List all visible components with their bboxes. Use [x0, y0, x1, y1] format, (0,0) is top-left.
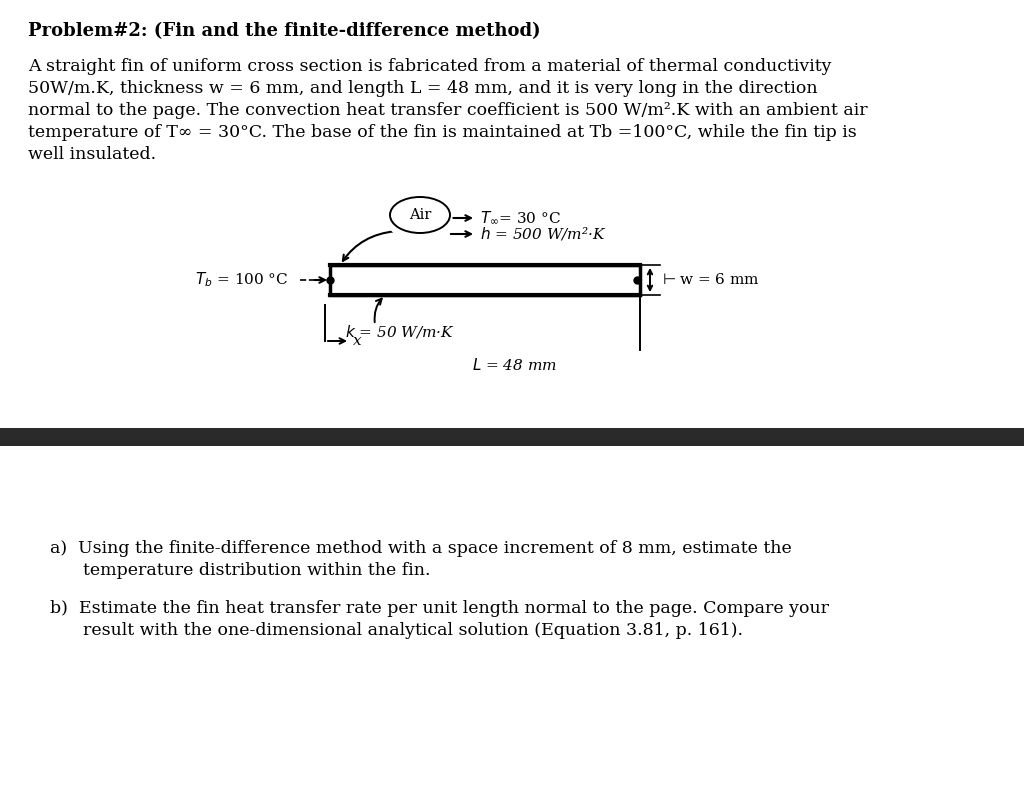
Text: x: x	[353, 334, 361, 348]
Text: $\vdash$w = 6 mm: $\vdash$w = 6 mm	[660, 272, 760, 287]
Text: $T_\infty$= 30 °C: $T_\infty$= 30 °C	[480, 210, 561, 226]
Circle shape	[398, 193, 442, 237]
Text: b)  Estimate the fin heat transfer rate per unit length normal to the page. Comp: b) Estimate the fin heat transfer rate p…	[50, 600, 829, 617]
Circle shape	[413, 192, 443, 222]
Text: 50W/m.K, thickness w = 6 mm, and length L = 48 mm, and it is very long in the di: 50W/m.K, thickness w = 6 mm, and length …	[28, 80, 817, 97]
Circle shape	[420, 204, 452, 236]
Circle shape	[388, 204, 420, 236]
Text: a)  Using the finite-difference method with a space increment of 8 mm, estimate : a) Using the finite-difference method wi…	[50, 540, 792, 557]
Text: Problem#2: (Fin and the finite-difference method): Problem#2: (Fin and the finite-differenc…	[28, 22, 541, 40]
Ellipse shape	[390, 197, 450, 233]
Text: well insulated.: well insulated.	[28, 146, 156, 163]
Bar	[330, 265, 640, 295]
Text: A straight fin of uniform cross section is fabricated from a material of thermal: A straight fin of uniform cross section …	[28, 58, 831, 75]
Circle shape	[397, 192, 427, 222]
Text: $T_b$ = 100 °C: $T_b$ = 100 °C	[195, 271, 289, 290]
Text: $h$ = 500 W/m²·K: $h$ = 500 W/m²·K	[480, 226, 606, 242]
Text: $L$ = 48 mm: $L$ = 48 mm	[472, 357, 557, 373]
Text: $k$ = 50 W/m·K: $k$ = 50 W/m·K	[345, 323, 455, 340]
Text: temperature of T∞ = 30°C. The base of the fin is maintained at Tb =100°C, while : temperature of T∞ = 30°C. The base of th…	[28, 124, 857, 141]
Text: temperature distribution within the fin.: temperature distribution within the fin.	[50, 562, 430, 579]
Text: normal to the page. The convection heat transfer coefficient is 500 W/m².K with : normal to the page. The convection heat …	[28, 102, 867, 119]
Text: result with the one-dimensional analytical solution (Equation 3.81, p. 161).: result with the one-dimensional analytic…	[50, 622, 743, 639]
Bar	[0, 428, 1024, 446]
Text: Air: Air	[409, 208, 431, 222]
